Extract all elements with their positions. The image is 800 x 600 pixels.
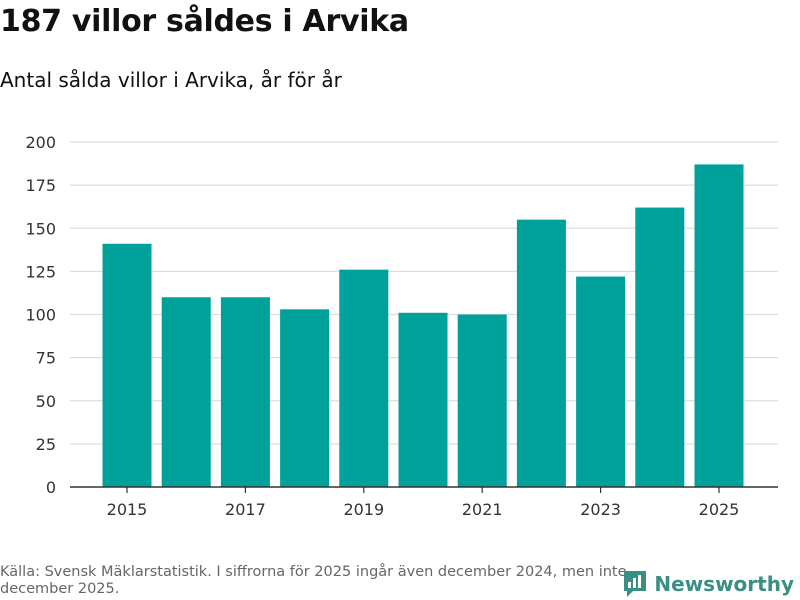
y-tick-label-200: 200 — [25, 133, 56, 152]
y-tick-label-125: 125 — [25, 262, 56, 281]
bars — [102, 164, 744, 488]
bar-2024 — [635, 207, 685, 488]
bar-2019 — [339, 269, 389, 487]
bar-2015 — [102, 243, 152, 487]
x-tick-label-2025: 2025 — [699, 500, 740, 519]
bar-2018 — [280, 309, 330, 487]
brand-logo[interactable]: Newsworthy — [622, 568, 794, 600]
bar-2016 — [161, 297, 211, 487]
y-tick-label-150: 150 — [25, 219, 56, 238]
x-tick-label-2015: 2015 — [107, 500, 148, 519]
y-tick-label-25: 25 — [36, 435, 56, 454]
y-tick-label-0: 0 — [46, 478, 56, 497]
newsworthy-logo-icon — [624, 571, 647, 597]
bar-2020 — [398, 312, 448, 487]
x-axis-ticks — [126, 487, 720, 493]
bar-2023 — [576, 276, 626, 487]
y-axis-labels: 0 25 50 75 100 125 150 175 200 — [25, 133, 56, 497]
x-tick-label-2019: 2019 — [343, 500, 384, 519]
y-tick-label-100: 100 — [25, 306, 56, 325]
bar-2021 — [457, 314, 507, 487]
chart-title: 187 villor såldes i Arvika — [0, 4, 409, 39]
x-tick-label-2021: 2021 — [462, 500, 503, 519]
x-tick-label-2023: 2023 — [580, 500, 621, 519]
y-tick-label-50: 50 — [36, 392, 56, 411]
brand-name: Newsworthy — [654, 572, 794, 596]
bar-2025 — [694, 164, 744, 488]
x-axis-labels: 2015 2017 2019 2021 2023 2025 — [107, 500, 740, 519]
x-tick-label-2017: 2017 — [225, 500, 266, 519]
chart-subtitle: Antal sålda villor i Arvika, år för år — [0, 68, 342, 92]
source-note: Källa: Svensk Mäklarstatistik. I siffror… — [0, 564, 627, 597]
bar-2022 — [516, 219, 566, 487]
bar-2017 — [220, 297, 270, 487]
y-tick-label-75: 75 — [36, 349, 56, 368]
y-tick-label-175: 175 — [25, 176, 56, 195]
